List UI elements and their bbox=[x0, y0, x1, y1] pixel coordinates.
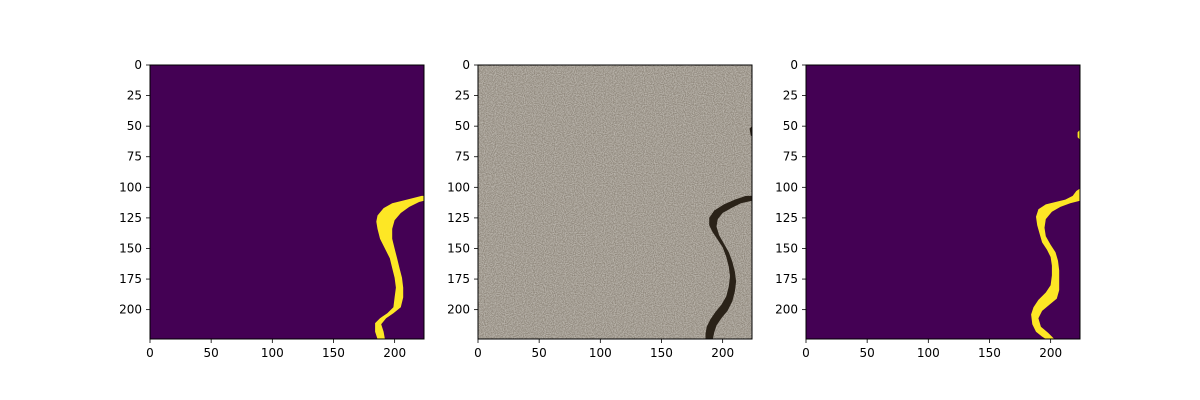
y-tick-label: 200 bbox=[447, 303, 470, 317]
y-tick-label: 175 bbox=[775, 272, 798, 286]
y-tick-label: 200 bbox=[119, 303, 142, 317]
y-tick-label: 50 bbox=[127, 119, 142, 133]
x-tick-label: 200 bbox=[1039, 346, 1062, 360]
y-tick-label: 50 bbox=[783, 119, 798, 133]
axes-frame bbox=[477, 64, 753, 340]
y-tick-label: 100 bbox=[775, 180, 798, 194]
x-tick-label: 0 bbox=[474, 346, 482, 360]
y-tick-label: 125 bbox=[447, 211, 470, 225]
x-tick-label: 200 bbox=[383, 346, 406, 360]
y-tick-label: 75 bbox=[127, 150, 142, 164]
axes-frame bbox=[149, 64, 425, 340]
y-tick-label: 175 bbox=[119, 272, 142, 286]
mask-panel-right: 0 50 100 150 200 0 25 50 75 100 125 150 175 200 bbox=[775, 58, 1081, 360]
y-axis-ticks: 0 25 50 75 100 125 150 175 200 bbox=[447, 58, 478, 317]
y-tick-label: 75 bbox=[455, 150, 470, 164]
y-tick-label: 175 bbox=[447, 272, 470, 286]
x-tick-label: 0 bbox=[146, 346, 154, 360]
y-tick-label: 200 bbox=[775, 303, 798, 317]
x-tick-label: 150 bbox=[322, 346, 345, 360]
y-tick-label: 125 bbox=[775, 211, 798, 225]
x-tick-label: 200 bbox=[711, 346, 734, 360]
crack-mask-spur bbox=[1077, 129, 1080, 140]
x-tick-label: 50 bbox=[204, 346, 219, 360]
y-tick-label: 25 bbox=[783, 89, 798, 103]
concrete-surface bbox=[478, 65, 752, 339]
y-tick-label: 150 bbox=[119, 241, 142, 255]
y-tick-label: 125 bbox=[119, 211, 142, 225]
y-tick-label: 25 bbox=[127, 89, 142, 103]
photo-panel-middle: 0 50 100 150 200 0 25 50 75 100 125 150 175 200 bbox=[447, 58, 753, 360]
x-tick-label: 100 bbox=[261, 346, 284, 360]
y-tick-label: 75 bbox=[783, 150, 798, 164]
y-tick-label: 100 bbox=[447, 180, 470, 194]
y-tick-label: 0 bbox=[462, 58, 470, 72]
y-tick-label: 0 bbox=[790, 58, 798, 72]
x-axis-ticks: 0 50 100 150 200 bbox=[802, 339, 1062, 360]
x-tick-label: 50 bbox=[860, 346, 875, 360]
axes-frame bbox=[805, 64, 1081, 340]
y-tick-label: 150 bbox=[447, 241, 470, 255]
x-axis-ticks: 0 50 100 150 200 bbox=[474, 339, 734, 360]
x-tick-label: 150 bbox=[978, 346, 1001, 360]
crack-mask-region bbox=[1031, 188, 1080, 339]
x-tick-label: 150 bbox=[650, 346, 673, 360]
y-axis-ticks: 0 25 50 75 100 125 150 175 200 bbox=[119, 58, 150, 317]
x-tick-label: 0 bbox=[802, 346, 810, 360]
y-tick-label: 25 bbox=[455, 89, 470, 103]
x-tick-label: 50 bbox=[532, 346, 547, 360]
y-tick-label: 150 bbox=[775, 241, 798, 255]
crack-spur bbox=[749, 126, 752, 136]
x-tick-label: 100 bbox=[917, 346, 940, 360]
x-axis-ticks: 0 50 100 150 200 bbox=[146, 339, 406, 360]
mask-background bbox=[806, 65, 1080, 339]
x-tick-label: 100 bbox=[589, 346, 612, 360]
crack-mask-region bbox=[375, 195, 424, 339]
crack-region bbox=[705, 195, 752, 339]
y-axis-ticks: 0 25 50 75 100 125 150 175 200 bbox=[775, 58, 806, 317]
y-tick-label: 0 bbox=[134, 58, 142, 72]
y-tick-label: 50 bbox=[455, 119, 470, 133]
mask-panel-left: 0 50 100 150 200 0 25 50 75 100 125 150 175 200 bbox=[119, 58, 425, 360]
mask-background bbox=[150, 65, 424, 339]
y-tick-label: 100 bbox=[119, 180, 142, 194]
